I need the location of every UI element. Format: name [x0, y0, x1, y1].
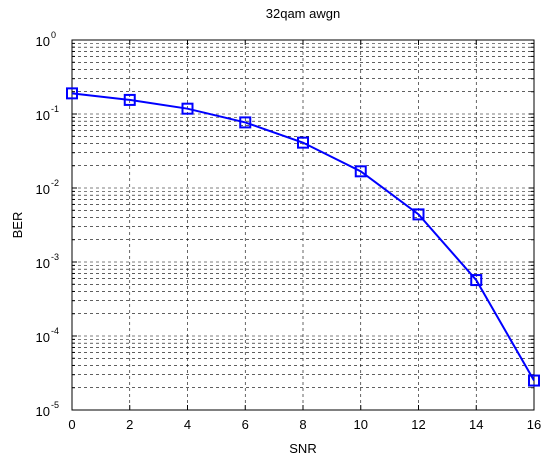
grid — [72, 40, 534, 410]
x-tick-label: 4 — [184, 417, 191, 432]
y-axis-label: BER — [10, 212, 25, 239]
x-tick-label: 6 — [242, 417, 249, 432]
y-tick-label: 10 — [36, 182, 50, 197]
series — [66, 87, 540, 387]
series-line — [71, 92, 535, 382]
y-tick-label: 10 — [36, 256, 50, 271]
y-tick-exponent: -1 — [51, 104, 59, 114]
x-tick-label: 12 — [411, 417, 425, 432]
data-point-marker — [528, 374, 540, 387]
data-point-marker — [470, 274, 483, 287]
data-point-marker — [297, 136, 309, 149]
x-tick-label: 0 — [68, 417, 75, 432]
data-point-marker — [412, 208, 425, 221]
data-point-marker — [181, 102, 194, 115]
x-tick-label: 16 — [527, 417, 541, 432]
data-point-marker — [239, 116, 252, 129]
y-tick-exponent: -5 — [51, 400, 59, 410]
data-point-marker — [123, 93, 136, 106]
y-tick-label: 10 — [36, 108, 50, 123]
y-tick-exponent: 0 — [51, 30, 56, 40]
chart-title: 32qam awgn — [266, 6, 340, 21]
x-tick-label: 10 — [354, 417, 368, 432]
y-tick-label: 10 — [36, 404, 50, 419]
y-tick-exponent: -3 — [51, 252, 59, 262]
data-point-marker — [354, 165, 367, 178]
y-tick-label: 10 — [36, 34, 50, 49]
x-tick-label: 14 — [469, 417, 483, 432]
y-tick-label: 10 — [36, 330, 50, 345]
y-tick-exponent: -4 — [51, 326, 59, 336]
x-tick-label: 2 — [126, 417, 133, 432]
x-tick-label: 8 — [299, 417, 306, 432]
y-tick-exponent: -2 — [51, 178, 59, 188]
x-axis-label: SNR — [289, 441, 316, 456]
data-point-marker — [66, 87, 78, 100]
